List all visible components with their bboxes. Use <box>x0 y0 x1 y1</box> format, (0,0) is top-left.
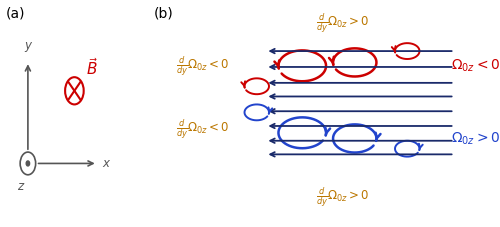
Text: y: y <box>24 39 32 52</box>
Text: $\frac{d}{dy}\Omega_{0z} > 0$: $\frac{d}{dy}\Omega_{0z} > 0$ <box>316 11 370 35</box>
Text: $\frac{d}{dy}\Omega_{0z} > 0$: $\frac{d}{dy}\Omega_{0z} > 0$ <box>316 185 370 209</box>
Circle shape <box>26 161 30 166</box>
Text: $\Omega_{0z} > 0$: $\Omega_{0z} > 0$ <box>450 130 500 147</box>
Text: (b): (b) <box>154 7 174 21</box>
Text: z: z <box>17 180 23 193</box>
Text: $\vec{B}$: $\vec{B}$ <box>86 57 99 78</box>
Text: $\frac{d}{dy}\Omega_{0z} < 0$: $\frac{d}{dy}\Omega_{0z} < 0$ <box>176 54 230 78</box>
Text: $\Omega_{0z} < 0$: $\Omega_{0z} < 0$ <box>450 58 500 74</box>
Text: x: x <box>102 157 110 170</box>
Text: $\frac{d}{dy}\Omega_{0z} < 0$: $\frac{d}{dy}\Omega_{0z} < 0$ <box>176 118 230 141</box>
Text: (a): (a) <box>6 7 25 21</box>
